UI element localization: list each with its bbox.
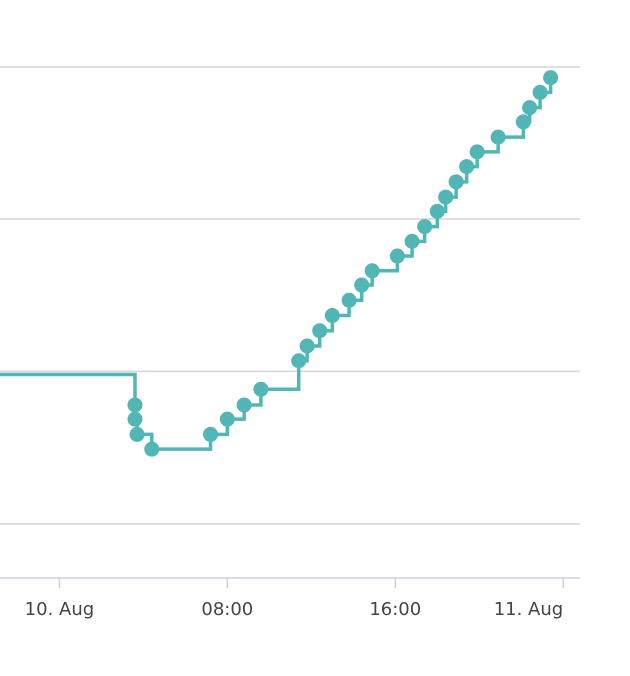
x-tick-label-2: 16:00 [369,599,421,620]
data-point-1[interactable] [127,411,143,427]
data-point-26[interactable] [532,84,548,100]
data-point-20[interactable] [448,174,464,190]
data-point-27[interactable] [543,70,559,86]
series [0,70,559,457]
data-point-14[interactable] [364,263,380,279]
data-point-25[interactable] [522,100,538,116]
data-point-6[interactable] [236,397,252,413]
data-point-0[interactable] [127,397,143,413]
data-point-21[interactable] [459,159,475,175]
data-point-16[interactable] [404,233,420,249]
x-tick-label-3: 11. Aug [494,599,564,620]
data-point-17[interactable] [417,219,433,235]
data-point-24[interactable] [515,114,531,130]
x-tick-label-1: 08:00 [201,599,253,620]
data-point-5[interactable] [219,411,235,427]
data-point-22[interactable] [469,144,485,160]
grid [0,66,580,525]
data-point-7[interactable] [253,381,269,397]
data-point-3[interactable] [144,441,160,457]
data-point-13[interactable] [354,277,370,293]
series-line [0,77,553,451]
x-axis-ticks: 10. Aug 08:00 16:00 11. Aug [25,578,564,620]
data-point-12[interactable] [341,292,357,308]
data-point-8[interactable] [291,353,307,369]
x-tick-label-0: 10. Aug [25,599,95,620]
data-point-10[interactable] [312,323,328,339]
data-point-2[interactable] [129,426,145,442]
data-point-19[interactable] [438,189,454,205]
data-point-9[interactable] [299,338,315,354]
data-point-18[interactable] [429,203,445,219]
data-point-11[interactable] [324,308,340,324]
data-point-23[interactable] [490,129,506,145]
data-point-4[interactable] [203,426,219,442]
data-point-15[interactable] [389,248,405,264]
